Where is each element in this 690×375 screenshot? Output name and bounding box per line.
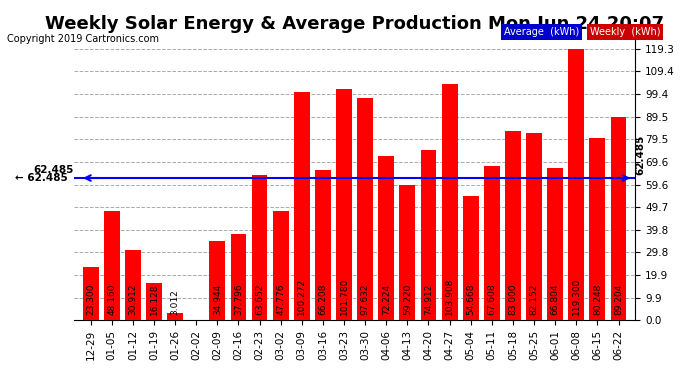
Text: ← 62.485: ← 62.485 (14, 173, 68, 183)
Bar (336, 89, 352, 320)
Text: 23.300: 23.300 (86, 284, 95, 315)
Bar (83, 267, 99, 320)
Bar (315, 170, 331, 320)
Bar (526, 134, 542, 320)
Bar (505, 131, 521, 320)
Text: 62.485: 62.485 (33, 165, 74, 175)
Bar (357, 98, 373, 320)
Bar (547, 168, 563, 320)
Text: 63.652: 63.652 (255, 284, 264, 315)
Bar (421, 150, 436, 320)
Text: 101.780: 101.780 (339, 278, 348, 315)
Title: Weekly Solar Energy & Average Production Mon Jun 24 20:07: Weekly Solar Energy & Average Production… (45, 15, 664, 33)
Text: 3.012: 3.012 (170, 290, 179, 315)
Bar (230, 234, 246, 320)
Text: 80.248: 80.248 (593, 284, 602, 315)
Text: 82.152: 82.152 (529, 284, 539, 315)
Text: Copyright 2019 Cartronics.com: Copyright 2019 Cartronics.com (7, 34, 159, 44)
Text: 100.272: 100.272 (297, 278, 306, 315)
Text: Average  (kWh): Average (kWh) (504, 27, 579, 37)
Text: 59.220: 59.220 (403, 284, 412, 315)
Bar (294, 92, 310, 320)
Bar (252, 176, 268, 320)
Text: 30.912: 30.912 (128, 284, 137, 315)
Text: 89.204: 89.204 (614, 284, 623, 315)
Bar (146, 284, 162, 320)
Text: 62.485: 62.485 (635, 134, 645, 175)
Bar (273, 211, 288, 320)
Text: 72.224: 72.224 (382, 284, 391, 315)
Text: 47.776: 47.776 (276, 284, 285, 315)
Text: 66.208: 66.208 (318, 284, 328, 315)
Text: 34.944: 34.944 (213, 284, 222, 315)
Text: 74.912: 74.912 (424, 284, 433, 315)
Text: 66.804: 66.804 (551, 284, 560, 315)
Text: 83.000: 83.000 (509, 284, 518, 315)
Bar (167, 313, 183, 320)
Bar (569, 49, 584, 320)
Bar (125, 250, 141, 320)
Text: 48.160: 48.160 (107, 284, 117, 315)
Text: 97.632: 97.632 (361, 284, 370, 315)
Bar (378, 156, 394, 320)
Text: 16.128: 16.128 (150, 284, 159, 315)
Bar (484, 166, 500, 320)
Text: 119.300: 119.300 (572, 278, 581, 315)
Bar (442, 84, 457, 320)
Bar (611, 117, 627, 320)
Bar (104, 211, 119, 320)
Bar (400, 186, 415, 320)
Text: 54.668: 54.668 (466, 284, 475, 315)
Text: 103.908: 103.908 (445, 278, 454, 315)
Text: Weekly  (kWh): Weekly (kWh) (590, 27, 660, 37)
Text: 67.608: 67.608 (487, 284, 496, 315)
Bar (463, 196, 479, 320)
Bar (589, 138, 605, 320)
Text: 37.796: 37.796 (234, 284, 243, 315)
Bar (210, 241, 225, 320)
